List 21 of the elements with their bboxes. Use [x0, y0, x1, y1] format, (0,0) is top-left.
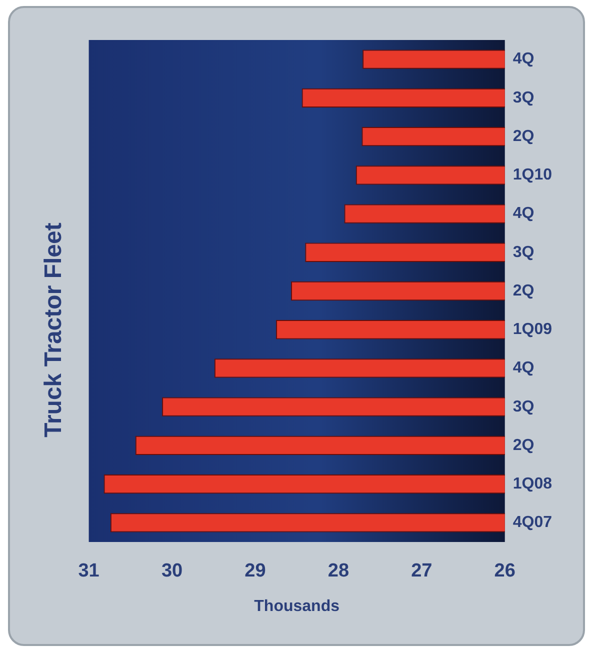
y-tick-label: 1Q08	[512, 475, 552, 492]
y-tick-label: 2Q	[512, 436, 534, 454]
y-tick-label: 4Q	[512, 205, 534, 222]
y-tick-label: 2Q	[512, 128, 534, 145]
x-tick-label: 30	[161, 560, 183, 582]
y-tick-label: 2Q	[512, 282, 534, 300]
y-tick-label: 4Q	[512, 360, 534, 377]
y-tick-label: 3Q	[512, 89, 534, 106]
y-tick-label: 4Q07	[512, 514, 552, 532]
x-axis-title: Thousands	[254, 598, 340, 615]
x-tick-label: 29	[244, 560, 266, 582]
x-tick-label: 31	[78, 560, 100, 582]
text: Truck Tractor Fleet	[40, 222, 68, 438]
x-tick-label: 27	[411, 560, 432, 582]
x-tick-label: 28	[328, 560, 350, 582]
x-tick-label: 26	[494, 560, 516, 582]
y-tick-label: 1Q10	[512, 166, 552, 184]
y-tick-label: 4Q	[512, 50, 534, 68]
y-tick-label: 3Q	[512, 244, 534, 261]
y-tick-label: 1Q09	[512, 321, 552, 338]
y-tick-label: 3Q	[512, 398, 534, 416]
